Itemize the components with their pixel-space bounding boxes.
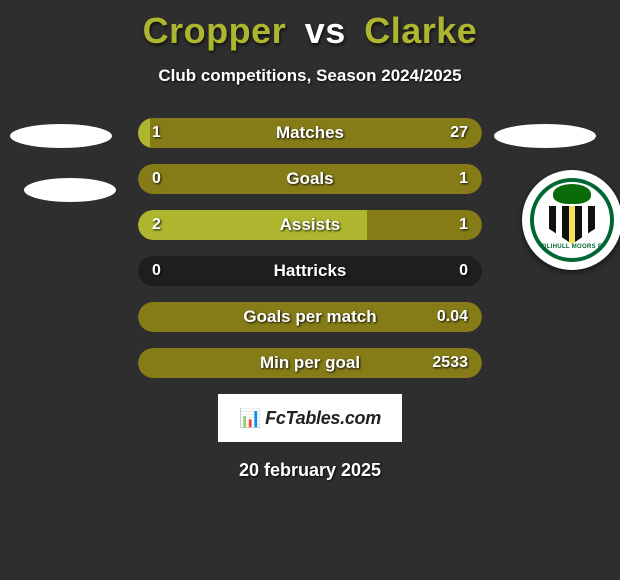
avatar-ellipse bbox=[10, 124, 112, 148]
title-vs: vs bbox=[305, 10, 346, 51]
stat-label: Assists bbox=[138, 210, 482, 240]
avatar-ellipse bbox=[494, 124, 596, 148]
stat-label: Min per goal bbox=[138, 348, 482, 378]
chart-icon: 📊 bbox=[239, 408, 261, 429]
subtitle: Club competitions, Season 2024/2025 bbox=[0, 66, 620, 86]
stat-label: Matches bbox=[138, 118, 482, 148]
stat-label: Goals per match bbox=[138, 302, 482, 332]
stat-row: 00Hattricks bbox=[138, 256, 482, 286]
stat-row: 21Assists bbox=[138, 210, 482, 240]
player-left-name: Cropper bbox=[143, 10, 287, 51]
stat-label: Hattricks bbox=[138, 256, 482, 286]
stat-row: 0.04Goals per match bbox=[138, 302, 482, 332]
stat-label: Goals bbox=[138, 164, 482, 194]
stats-container: 127Matches 01Goals 21Assists 00Hattricks 0.0… bbox=[138, 118, 482, 378]
crest-shield-icon bbox=[549, 206, 595, 244]
player-right-name: Clarke bbox=[364, 10, 477, 51]
avatar-ellipse bbox=[24, 178, 116, 202]
stat-row: 2533Min per goal bbox=[138, 348, 482, 378]
crest-inner: SOLIHULL MOORS FC bbox=[530, 178, 614, 262]
date-label: 20 february 2025 bbox=[0, 460, 620, 481]
stat-row: 127Matches bbox=[138, 118, 482, 148]
source-badge-text: FcTables.com bbox=[265, 408, 381, 429]
comparison-title: Cropper vs Clarke bbox=[0, 0, 620, 52]
crest-tree-icon bbox=[553, 184, 591, 204]
crest-text: SOLIHULL MOORS FC bbox=[538, 244, 607, 250]
source-badge[interactable]: 📊 FcTables.com bbox=[218, 394, 402, 442]
stat-row: 01Goals bbox=[138, 164, 482, 194]
club-crest-right: SOLIHULL MOORS FC bbox=[522, 170, 620, 270]
